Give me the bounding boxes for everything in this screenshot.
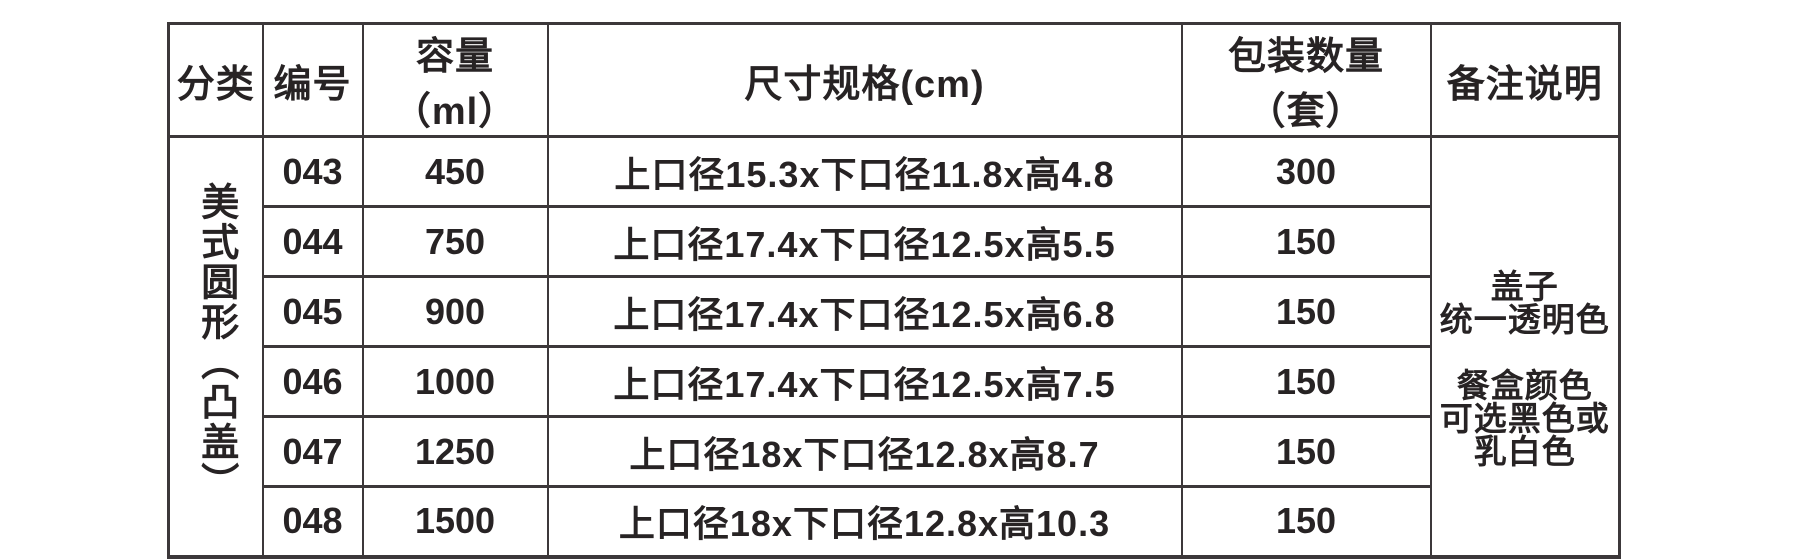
capacity-cell: 1250 <box>361 415 549 488</box>
remark-text: 盖子 统一透明色 餐盒颜色 可选黑色或 乳白色 <box>1432 224 1619 468</box>
remark-line: 可选黑色或 <box>1439 400 1610 438</box>
capacity-cell: 1500 <box>361 485 549 558</box>
table-row: 048 1500 上口径18x下口径12.8x高10.3 150 <box>169 485 1620 558</box>
header-row: 分类 编号 容量（ml） 尺寸规格(cm) 包装数量（套） 备注说明 <box>167 22 1621 138</box>
size-cell: 上口径18x下口径12.8x高10.3 <box>546 485 1183 558</box>
table-row: 046 1000 上口径17.4x下口径12.5x高7.5 150 <box>169 345 1620 418</box>
table-row: 047 1250 上口径18x下口径12.8x高8.7 150 <box>169 415 1620 488</box>
code-cell: 048 <box>261 485 364 558</box>
code-cell: 043 <box>261 135 364 208</box>
remark-line: 餐盒颜色 <box>1456 367 1593 405</box>
header-category: 分类 <box>167 22 264 138</box>
size-cell: 上口径17.4x下口径12.5x高7.5 <box>546 345 1183 418</box>
spec-table: 分类 编号 容量（ml） 尺寸规格(cm) 包装数量（套） 备注说明 美式圆形（… <box>167 22 1621 559</box>
category-cell: 美式圆形（凸盖） <box>167 135 264 558</box>
capacity-cell: 750 <box>361 205 549 278</box>
capacity-cell: 900 <box>361 275 549 348</box>
pack-qty-cell: 150 <box>1180 205 1432 278</box>
remark-line <box>1432 336 1619 369</box>
code-cell: 044 <box>261 205 364 278</box>
size-cell: 上口径18x下口径12.8x高8.7 <box>546 415 1183 488</box>
table-row: 044 750 上口径17.4x下口径12.5x高5.5 150 <box>169 205 1620 278</box>
table-row: 045 900 上口径17.4x下口径12.5x高6.8 150 <box>169 275 1620 348</box>
pack-qty-cell: 150 <box>1180 275 1432 348</box>
size-cell: 上口径17.4x下口径12.5x高6.8 <box>546 275 1183 348</box>
table-row: 美式圆形（凸盖） 043 450 上口径15.3x下口径11.8x高4.8 30… <box>167 135 1621 558</box>
remark-line: 统一透明色 <box>1439 301 1610 339</box>
header-remark: 备注说明 <box>1429 22 1621 138</box>
category-label: 美式圆形（凸盖） <box>194 181 237 502</box>
size-cell: 上口径17.4x下口径12.5x高5.5 <box>546 205 1183 278</box>
pack-qty-cell: 150 <box>1180 415 1432 488</box>
remark-line: 乳白色 <box>1473 433 1576 471</box>
code-cell: 045 <box>261 275 364 348</box>
header-code: 编号 <box>261 22 364 138</box>
capacity-cell: 1000 <box>361 345 549 418</box>
capacity-cell: 450 <box>361 135 549 208</box>
size-cell: 上口径15.3x下口径11.8x高4.8 <box>546 135 1183 208</box>
header-capacity: 容量（ml） <box>361 22 549 138</box>
header-pack-qty: 包装数量（套） <box>1180 22 1432 138</box>
remark-line: 盖子 <box>1490 268 1559 306</box>
pack-qty-cell: 150 <box>1180 485 1432 558</box>
remark-cell: 盖子 统一透明色 餐盒颜色 可选黑色或 乳白色 <box>1429 135 1621 558</box>
pack-qty-cell: 300 <box>1180 135 1432 208</box>
pack-qty-cell: 150 <box>1180 345 1432 418</box>
header-size: 尺寸规格(cm) <box>546 22 1183 138</box>
code-cell: 046 <box>261 345 364 418</box>
code-cell: 047 <box>261 415 364 488</box>
